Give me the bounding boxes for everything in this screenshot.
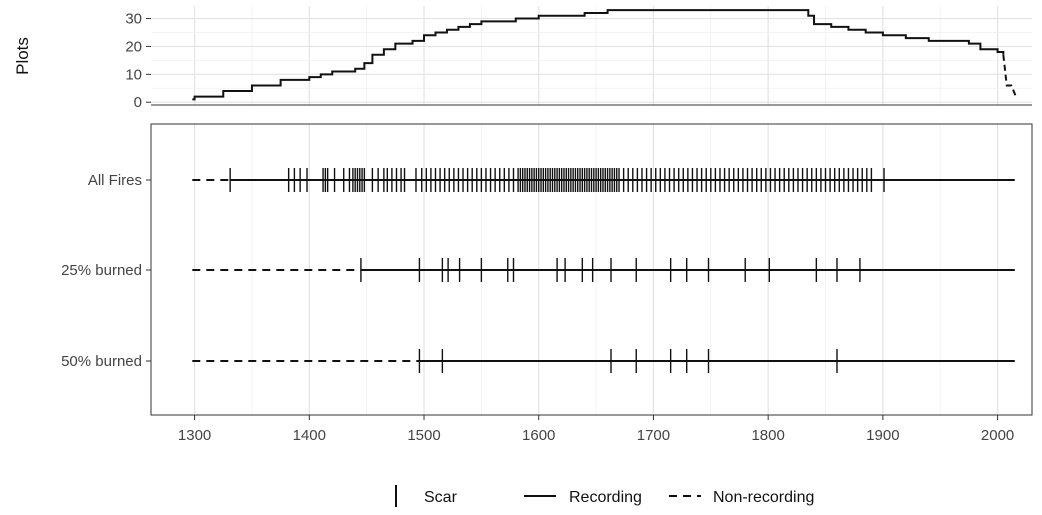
legend: Scar Recording Non-recording	[395, 485, 814, 507]
legend-non-recording-label: Non-recording	[713, 489, 814, 506]
fire-event-rows	[192, 168, 1015, 373]
sample-depth-line-recording	[192, 9, 1005, 101]
y-tick-label-30: 30	[125, 11, 142, 28]
sample-depth-lines	[192, 9, 1017, 101]
legend-recording-label: Recording	[569, 489, 642, 506]
sample-depth-y-ticks: 0 10 20 30	[125, 11, 151, 111]
x-axis-ticks: 1300 1400 1500 1600 1700 1800 1900 2000	[178, 415, 1014, 444]
x-tick-label-1400: 1400	[293, 427, 326, 444]
row-label-50-burned: 50% burned	[61, 353, 142, 370]
x-tick-label-1900: 1900	[866, 427, 899, 444]
legend-scar-label: Scar	[424, 489, 458, 506]
sample-depth-panel-frame	[151, 6, 1032, 105]
y-tick-label-20: 20	[125, 38, 142, 55]
fire-event-y-ticks: All Fires 25% burned 50% burned	[61, 172, 151, 370]
row-label-25-burned: 25% burned	[61, 262, 142, 279]
y-tick-label-10: 10	[125, 66, 142, 83]
sample-depth-panel: 0 10 20 30 Plots	[13, 6, 1032, 111]
row-label-all-fires: All Fires	[88, 172, 142, 189]
y-axis-title-plots: Plots	[13, 37, 32, 75]
x-tick-label-1600: 1600	[522, 427, 555, 444]
x-tick-label-1500: 1500	[407, 427, 440, 444]
x-tick-label-1700: 1700	[637, 427, 670, 444]
fire-event-panel: All Fires 25% burned 50% burned 1300 1400 15…	[61, 123, 1033, 444]
sample-depth-line-non-recording	[1002, 54, 1017, 98]
y-tick-label-0: 0	[134, 94, 142, 111]
x-tick-label-1800: 1800	[751, 427, 784, 444]
x-tick-label-2000: 2000	[981, 427, 1014, 444]
x-tick-label-1300: 1300	[178, 427, 211, 444]
